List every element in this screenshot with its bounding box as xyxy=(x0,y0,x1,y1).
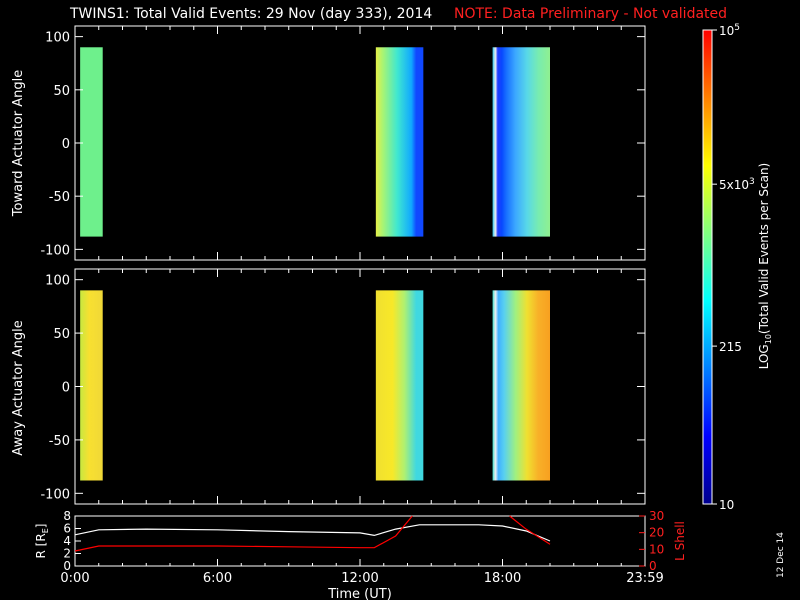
generation-date: 12 Dec 14 xyxy=(776,532,786,578)
l-shell-y-tick-label: 0 xyxy=(649,559,657,573)
away-data-block xyxy=(80,290,103,481)
colorbar-tick-label: 105 xyxy=(719,23,740,38)
l-shell-y-tick-label: 20 xyxy=(649,526,664,540)
r-axis-label: R [RE] xyxy=(34,524,50,559)
x-tick-label: 12:00 xyxy=(341,571,378,586)
title-row: TWINS1: Total Valid Events: 29 Nov (day … xyxy=(0,6,800,24)
colorbar-label: LOG10(Total Valid Events per Scan) xyxy=(757,163,773,370)
r-y-tick-label: 4 xyxy=(63,534,71,548)
l-shell-y-tick-label: 30 xyxy=(649,509,664,523)
toward-data-block xyxy=(492,47,550,237)
x-tick-label: 23:59 xyxy=(626,571,663,586)
l-shell-line xyxy=(509,515,551,545)
x-tick-label: 6:00 xyxy=(203,571,232,586)
r-y-tick-label: 8 xyxy=(63,509,71,523)
away-panel: 100 50 0 -50 -100 Away Actuator Angle xyxy=(11,268,646,505)
toward-y-tick-label: -100 xyxy=(40,243,70,258)
x-tick-label: 18:00 xyxy=(484,571,521,586)
colorbar-tick-label: 5x103 xyxy=(719,177,755,192)
x-tick-label: 0:00 xyxy=(60,571,89,586)
page-title: TWINS1: Total Valid Events: 29 Nov (day … xyxy=(70,6,433,22)
toward-y-tick-label: 0 xyxy=(62,137,70,152)
toward-data-block xyxy=(80,47,103,237)
toward-data-block xyxy=(375,47,424,237)
r-distance-line xyxy=(74,524,551,542)
toward-y-axis-label: Toward Actuator Angle xyxy=(11,70,26,217)
l-shell-line xyxy=(74,515,413,552)
ephemeris-panel-frame xyxy=(74,515,646,567)
x-axis-label: Time (UT) xyxy=(327,587,392,600)
away-y-tick-label: 100 xyxy=(45,274,70,289)
toward-y-tick-label: -50 xyxy=(49,190,70,205)
away-data-block xyxy=(492,290,550,481)
toward-y-tick-label: 100 xyxy=(45,31,70,46)
toward-y-tick-label: 50 xyxy=(53,84,70,99)
l-shell-axis-label: L Shell xyxy=(673,521,687,561)
colorbar-tick-label: 215 xyxy=(719,340,742,354)
away-y-axis-label: Away Actuator Angle xyxy=(11,320,26,455)
away-y-tick-label: -50 xyxy=(49,434,70,449)
away-y-tick-label: 50 xyxy=(53,327,70,342)
colorbar-tick-label: 10 xyxy=(719,498,734,512)
away-y-tick-label: -100 xyxy=(40,487,70,502)
preliminary-note: NOTE: Data Preliminary - Not validated xyxy=(454,6,728,22)
l-shell-y-tick-label: 10 xyxy=(649,542,664,556)
r-y-tick-label: 2 xyxy=(63,547,71,561)
away-panel-frame xyxy=(74,268,646,505)
r-y-tick-label: 6 xyxy=(63,522,71,536)
toward-panel: 100 50 0 -50 -100 Toward Actuator Angle xyxy=(11,25,646,261)
toward-panel-frame xyxy=(74,25,646,261)
colorbar: 10 215 5x103 105 LOG10(Total Valid Events p… xyxy=(702,23,773,512)
away-y-tick-label: 0 xyxy=(62,381,70,396)
colorbar-gradient xyxy=(702,29,713,505)
away-data-block xyxy=(375,290,424,481)
r-y-tick-label: 0 xyxy=(63,559,71,573)
